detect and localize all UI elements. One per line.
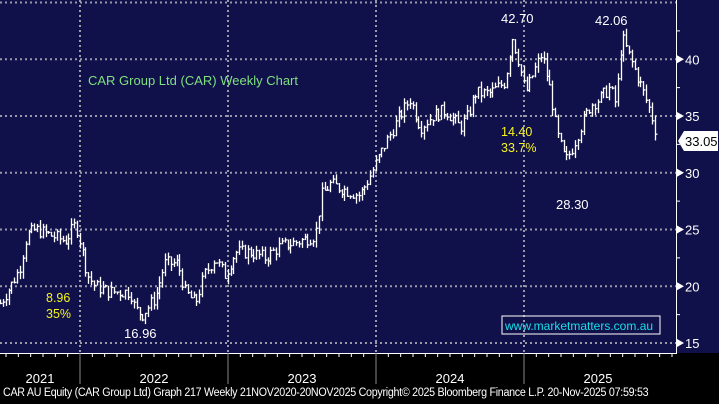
- y-tick-marker: [677, 282, 684, 291]
- last-price-label: 33.05: [685, 134, 718, 149]
- annotation-high-2025: 42.06: [595, 13, 628, 28]
- annotation-high-2024: 42.70: [501, 11, 534, 26]
- x-tick-label: 2022: [140, 371, 169, 386]
- y-tick-label: 15: [685, 336, 699, 351]
- x-tick-label: 2023: [288, 371, 317, 386]
- annotation-low-2022: 16.96: [124, 326, 157, 341]
- chart-footer: CAR AU Equity (CAR Group Ltd) Graph 217 …: [3, 387, 649, 399]
- watermark-box: [501, 315, 661, 335]
- y-tick-label: 30: [685, 166, 699, 181]
- x-tick-label: 2025: [584, 371, 613, 386]
- x-tick-label: 2021: [26, 371, 55, 386]
- y-tick-label: 40: [685, 52, 699, 67]
- watermark-url: www.marketmatters.com.au: [504, 319, 653, 333]
- plot-background: [0, 0, 676, 353]
- last-price-tag: [678, 131, 718, 151]
- chart-title: CAR Group Ltd (CAR) Weekly Chart: [88, 73, 298, 88]
- annotation-rise-2021-pct: 35%: [46, 307, 71, 321]
- y-tick-marker: [677, 168, 684, 177]
- annotation-rise-2021-value: 8.96: [46, 291, 70, 305]
- annotation-fall-2024-pct: 33.7%: [501, 141, 536, 155]
- y-tick-marker: [677, 225, 684, 234]
- y-tick-marker: [677, 55, 684, 64]
- annotation-low-2025: 28.30: [556, 197, 589, 212]
- y-tick-label: 25: [685, 223, 699, 238]
- y-tick-marker: [677, 339, 684, 347]
- y-tick-marker: [677, 112, 684, 120]
- annotation-fall-2024-value: 14.40: [501, 125, 532, 139]
- x-tick-label: 2024: [436, 371, 465, 386]
- y-tick-label: 35: [685, 109, 699, 124]
- y-tick-label: 20: [685, 279, 699, 294]
